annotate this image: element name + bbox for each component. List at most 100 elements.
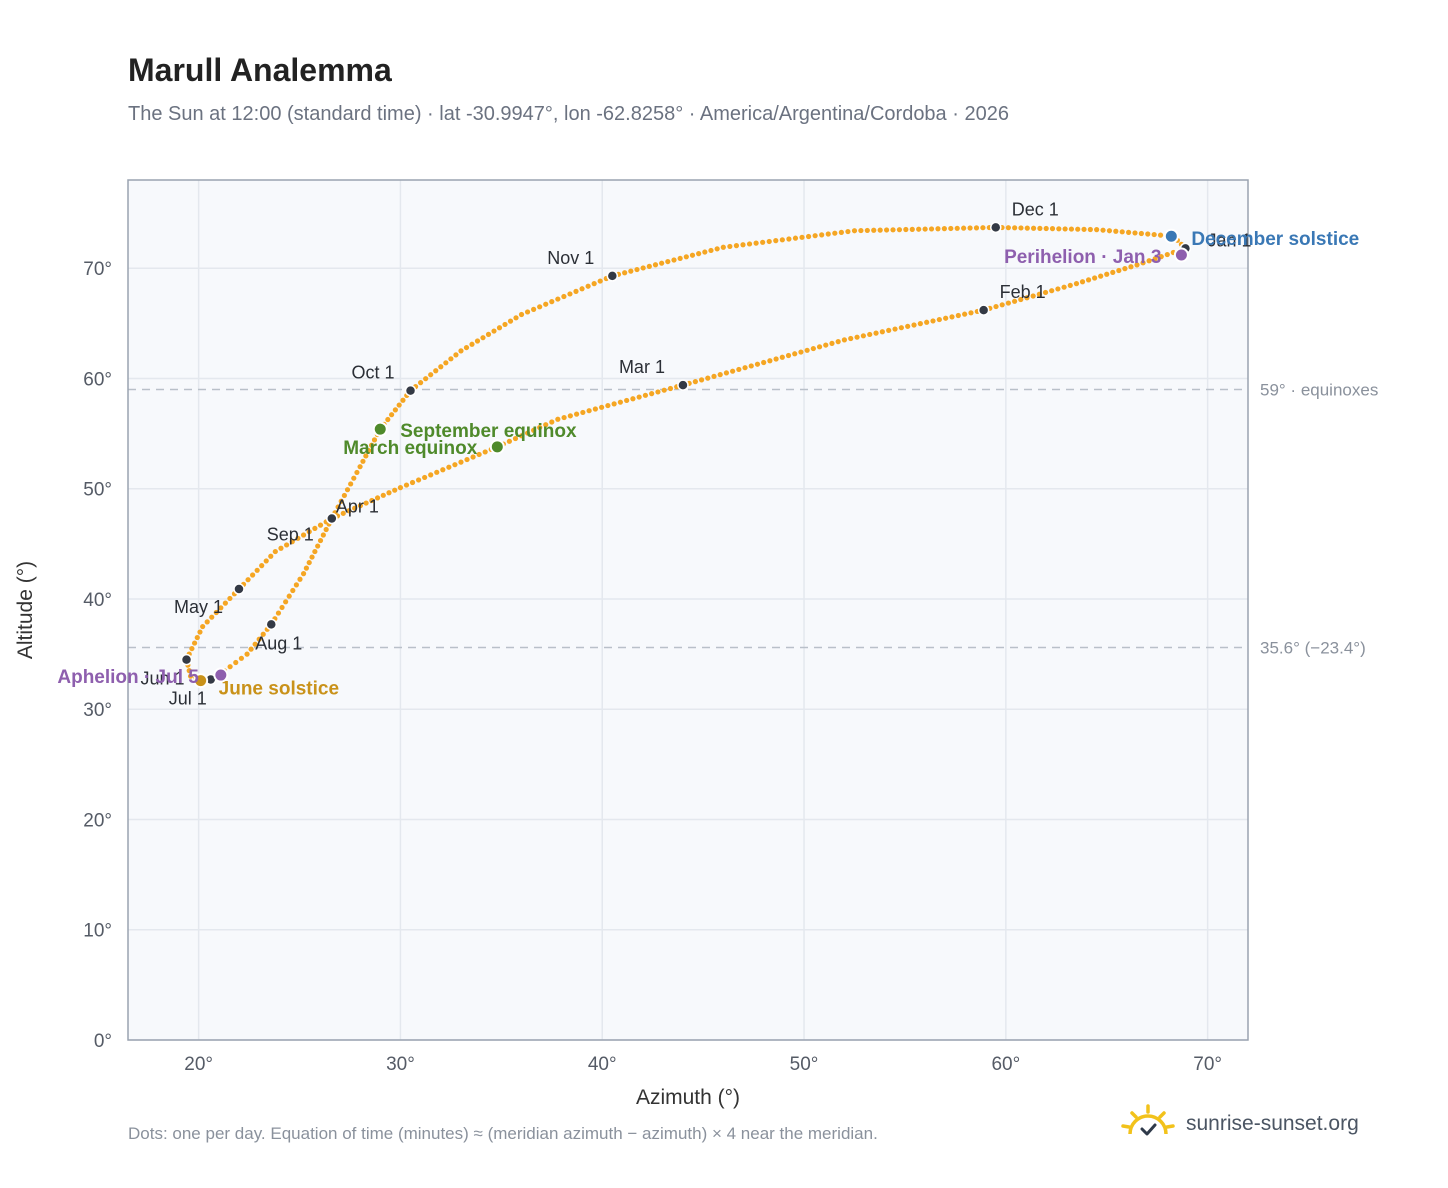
day-dot	[543, 422, 549, 428]
day-dot	[841, 337, 847, 343]
month-label: May 1	[174, 597, 223, 617]
day-dot	[400, 397, 406, 403]
y-axis-label: Altitude (°)	[14, 561, 37, 659]
day-dot	[832, 230, 838, 236]
day-dot	[543, 301, 549, 307]
event-label: March equinox	[343, 438, 478, 459]
day-dot	[711, 373, 717, 379]
day-dot	[491, 328, 497, 334]
brand[interactable]: sunrise-sunset.org	[1120, 1102, 1359, 1146]
day-dot	[1036, 291, 1042, 297]
day-dot	[973, 225, 980, 231]
day-dot	[760, 239, 766, 245]
day-dot	[683, 254, 689, 260]
day-dot	[289, 539, 295, 545]
day-dot	[961, 225, 967, 231]
day-dot	[671, 257, 677, 263]
day-dot	[597, 278, 603, 284]
day-dot	[1012, 225, 1018, 231]
day-dot	[555, 416, 561, 422]
y-tick-label: 70°	[83, 259, 112, 280]
day-dot	[705, 375, 711, 381]
day-dot	[268, 553, 274, 559]
day-dot	[392, 487, 398, 493]
day-dot	[363, 500, 369, 506]
day-dot	[873, 330, 879, 336]
day-dot	[854, 334, 860, 340]
day-dot	[689, 252, 696, 258]
day-dot	[1030, 293, 1036, 299]
day-dot	[611, 401, 617, 407]
day-dot	[636, 394, 642, 400]
day-dot	[1092, 275, 1098, 281]
month-label: Sep 1	[267, 524, 314, 544]
day-dot	[924, 319, 930, 325]
day-dot	[634, 266, 640, 273]
day-dot	[418, 380, 424, 386]
day-dot	[474, 338, 481, 344]
day-dot	[476, 451, 482, 458]
day-dot	[346, 508, 352, 514]
day-dot	[396, 402, 402, 408]
day-dot	[659, 260, 665, 266]
day-dot	[816, 344, 823, 350]
day-dot	[968, 310, 974, 316]
day-dot	[222, 600, 228, 606]
month-marker	[606, 270, 619, 282]
day-dot	[1113, 228, 1119, 234]
day-dot	[469, 341, 475, 347]
day-dot	[993, 303, 999, 310]
day-dot	[537, 304, 543, 310]
day-dot	[864, 227, 870, 234]
day-dot	[773, 356, 779, 362]
day-dot	[290, 587, 296, 594]
brand-name: sunrise-sunset.org	[1186, 1112, 1359, 1135]
event-marker	[1173, 247, 1189, 263]
day-dot	[423, 376, 429, 382]
day-dot	[586, 408, 592, 414]
day-dot	[303, 565, 309, 571]
x-tick-label: 60°	[991, 1054, 1020, 1075]
plot-background	[128, 180, 1248, 1040]
day-dot	[720, 244, 726, 250]
event-label: September equinox	[400, 421, 577, 442]
day-dot	[591, 281, 597, 287]
day-dot	[1073, 281, 1080, 287]
day-dot	[1018, 296, 1024, 303]
month-marker	[326, 512, 338, 525]
day-dot	[1122, 266, 1128, 272]
day-dot	[366, 448, 372, 454]
day-dot	[954, 225, 960, 231]
day-dot	[698, 377, 705, 383]
day-dot	[798, 349, 804, 355]
day-dot	[245, 577, 251, 583]
x-tick-label: 40°	[588, 1054, 617, 1075]
day-dot	[898, 325, 904, 331]
day-dot	[819, 232, 825, 238]
month-label: Aug 1	[255, 633, 302, 653]
day-dot	[470, 454, 476, 460]
day-dot	[218, 605, 224, 611]
day-dot	[736, 366, 742, 373]
day-dot	[348, 481, 354, 487]
day-dot	[200, 623, 206, 630]
y-tick-label: 50°	[83, 480, 112, 501]
day-dot	[1005, 300, 1011, 306]
day-dot	[1079, 279, 1086, 285]
day-dot	[1100, 227, 1106, 233]
reference-lines: 59° · equinoxes 35.6° (−23.4°)	[128, 380, 1378, 657]
day-dot	[549, 299, 555, 305]
day-dot	[297, 576, 303, 582]
day-dot	[485, 331, 492, 337]
day-dot	[823, 342, 829, 348]
event-label: June solstice	[219, 679, 339, 700]
day-dot	[628, 268, 634, 274]
day-dot	[1134, 262, 1140, 268]
day-dot	[785, 352, 792, 359]
day-dot	[1081, 226, 1087, 232]
day-dot	[279, 604, 285, 611]
plot-frame	[127, 179, 1249, 1041]
chart-title: Marull Analemma	[128, 52, 392, 88]
